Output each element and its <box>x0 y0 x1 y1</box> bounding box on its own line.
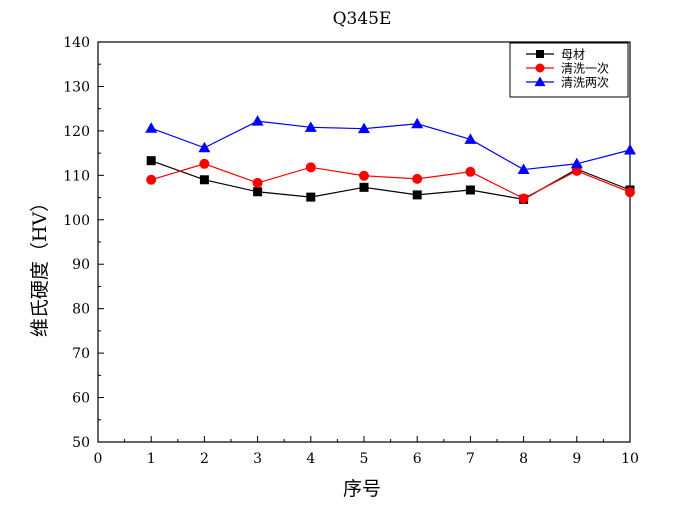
x-tick-label: 10 <box>621 451 639 467</box>
series-layer <box>145 115 636 204</box>
legend-entry: 清洗一次 <box>526 62 609 76</box>
x-tick-label: 5 <box>360 451 369 467</box>
x-axis-title: 序号 <box>343 478 381 500</box>
square-marker <box>199 175 209 185</box>
legend-entry: 清洗两次 <box>526 76 609 90</box>
square-marker <box>253 187 263 197</box>
circle-marker <box>625 187 635 198</box>
y-tick-label: 90 <box>72 257 90 273</box>
x-tick-label: 1 <box>147 451 156 467</box>
circle-marker <box>359 170 369 181</box>
triangle-marker <box>570 157 583 169</box>
triangle-marker <box>411 117 424 129</box>
chart-title: Q345E <box>333 9 392 29</box>
triangle-marker <box>145 122 158 133</box>
triangle-marker <box>624 144 636 155</box>
x-tick-label: 0 <box>94 451 103 467</box>
series-3 <box>145 115 636 175</box>
circle-marker <box>571 165 582 176</box>
series-line <box>150 120 631 171</box>
square-marker <box>306 192 316 202</box>
triangle-marker <box>358 122 370 134</box>
x-tick-label: 3 <box>253 451 262 467</box>
x-tick-label: 8 <box>519 451 528 467</box>
series-1 <box>146 156 635 204</box>
circle-marker <box>146 174 157 185</box>
square-marker <box>536 50 544 58</box>
circle-marker <box>518 193 529 204</box>
axis-ticks: 0 1 2 3 4 5 6 7 8 9 10 50 60 70 80 90 100 110 120 130 140 <box>63 35 639 467</box>
square-marker <box>359 182 369 192</box>
plot-area-frame <box>97 41 631 443</box>
triangle-marker <box>251 115 264 126</box>
triangle-marker <box>534 76 546 87</box>
series-line <box>151 163 631 200</box>
y-tick-label: 100 <box>63 213 90 229</box>
circle-marker <box>535 63 545 73</box>
y-tick-label: 140 <box>63 35 90 51</box>
y-axis-title: 维氏硬度（HV） <box>29 193 51 337</box>
y-tick-label: 130 <box>63 79 90 95</box>
square-marker <box>146 156 156 166</box>
circle-marker <box>199 158 210 169</box>
y-tick-label: 60 <box>72 391 90 407</box>
circle-marker <box>252 177 263 188</box>
triangle-marker <box>198 141 211 153</box>
y-axis-title-group: 维氏硬度（HV） <box>29 193 51 337</box>
y-tick-label: 50 <box>72 435 90 451</box>
y-tick-label: 120 <box>63 124 90 140</box>
x-tick-label: 6 <box>413 451 422 467</box>
legend-box <box>509 42 629 98</box>
triangle-marker <box>304 121 317 132</box>
square-marker <box>465 185 475 195</box>
y-tick-label: 80 <box>72 302 90 318</box>
series-2 <box>146 158 635 204</box>
legend-entry: 母材 <box>526 48 585 62</box>
triangle-marker <box>517 163 530 175</box>
x-tick-label: 2 <box>200 451 209 467</box>
square-marker <box>412 190 422 200</box>
x-tick-label: 4 <box>306 451 315 467</box>
y-tick-label: 70 <box>72 346 90 362</box>
circle-marker <box>465 166 476 177</box>
circle-marker <box>412 173 423 184</box>
x-tick-label: 9 <box>572 451 581 467</box>
legend-label: 清洗两次 <box>561 76 609 90</box>
y-tick-label: 110 <box>63 168 90 184</box>
circle-marker <box>305 162 316 173</box>
legend-label: 母材 <box>561 48 585 62</box>
triangle-marker <box>464 133 477 144</box>
x-tick-label: 7 <box>466 451 475 467</box>
legend-label: 清洗一次 <box>561 62 609 76</box>
